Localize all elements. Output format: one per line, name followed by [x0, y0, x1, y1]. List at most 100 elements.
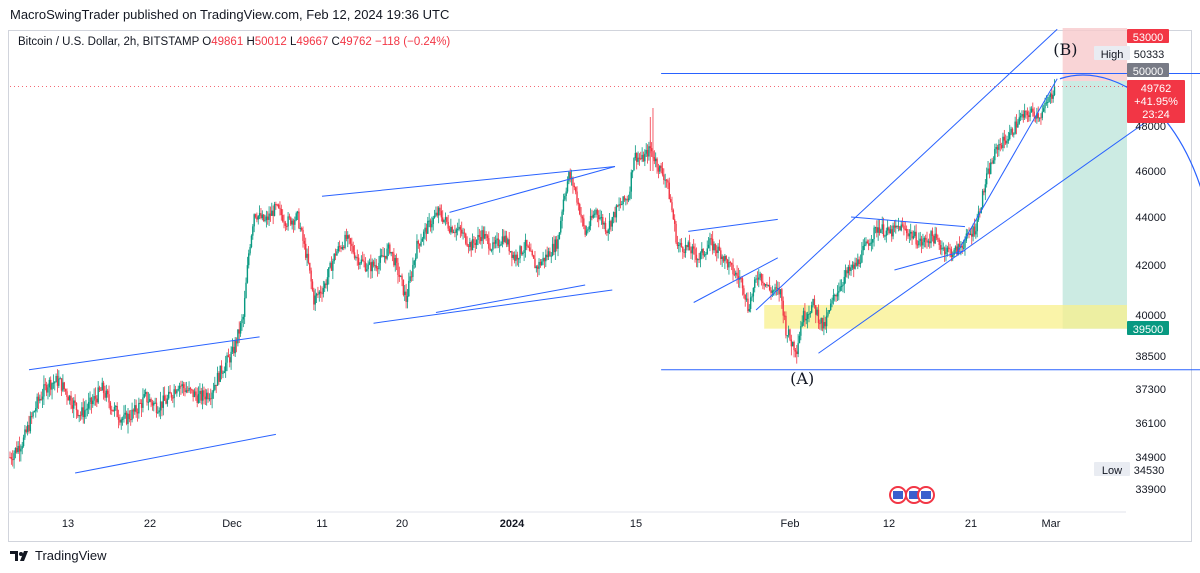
candle-body	[138, 402, 140, 414]
candle-body	[592, 214, 594, 218]
candle-body	[988, 168, 991, 174]
candle-body	[446, 217, 448, 222]
candle-body	[1022, 114, 1025, 118]
target-tag-bg	[1127, 321, 1169, 335]
candle-body	[546, 254, 548, 258]
candle-body	[219, 365, 221, 382]
candle-body	[363, 260, 365, 263]
candle-body	[477, 235, 479, 240]
candle-body	[330, 262, 333, 271]
candle-body	[763, 283, 765, 286]
candle-body	[954, 246, 957, 250]
candle-body	[1042, 108, 1045, 112]
candle-body	[912, 236, 915, 239]
stop-tag-text: 53000	[1133, 32, 1164, 44]
candle-body	[760, 273, 763, 282]
candle-body	[843, 276, 845, 285]
candle-body	[421, 238, 424, 242]
candle-body	[794, 350, 797, 352]
channel-2-bottom	[373, 289, 613, 324]
candle-body	[823, 321, 825, 329]
candle-body	[686, 245, 688, 248]
candle-body	[149, 399, 151, 402]
candle-body	[436, 212, 438, 216]
candle-body	[123, 414, 125, 419]
candle-body	[222, 372, 224, 374]
candle-body	[865, 241, 867, 245]
event-flag-fill	[921, 491, 931, 499]
candle-body	[355, 257, 357, 259]
candle-body	[116, 405, 118, 418]
candle-body	[672, 210, 675, 220]
candle-body	[336, 251, 338, 256]
candle-body	[694, 248, 696, 255]
low-value-tag-text: 34530	[1134, 465, 1165, 477]
candle-body	[744, 294, 746, 300]
candle-body	[404, 291, 406, 295]
candle-body	[998, 144, 1000, 150]
candle-body	[840, 286, 843, 288]
candle-body	[147, 401, 150, 403]
candle-body	[25, 429, 27, 432]
candle-body	[513, 254, 516, 261]
candle-body	[946, 247, 949, 252]
candle-body	[49, 379, 52, 390]
candle-body	[1053, 86, 1056, 96]
candle-body	[792, 341, 794, 347]
candle-body	[280, 209, 282, 216]
candle-body	[684, 245, 687, 253]
candle-body	[568, 172, 570, 182]
candle-body	[319, 291, 322, 294]
candle-body	[81, 407, 83, 416]
candle-body	[884, 235, 886, 237]
candle-body	[560, 220, 562, 233]
candle-body	[423, 231, 425, 239]
candle-body	[615, 205, 618, 218]
candle-body	[614, 211, 616, 218]
candle-body	[555, 239, 558, 249]
price-tick-label: 38500	[1135, 351, 1166, 363]
candle-body	[829, 303, 832, 310]
candle-body	[442, 217, 444, 222]
candle-body	[471, 239, 474, 251]
candle-body	[310, 270, 312, 282]
close-key: C	[331, 36, 340, 48]
candle-body	[720, 250, 722, 259]
candle-body	[994, 148, 996, 161]
candle-body	[943, 247, 946, 255]
candle-body	[325, 283, 327, 286]
candle-body	[161, 401, 163, 408]
candle-body	[493, 242, 495, 244]
candle-body	[13, 453, 15, 460]
high-label-tag-bg	[1094, 46, 1130, 60]
candle-body	[253, 214, 255, 227]
candle-body	[151, 402, 154, 406]
candle-body	[862, 246, 864, 251]
candle-body	[923, 237, 925, 243]
low-value: 49667	[296, 36, 329, 48]
candle-body	[749, 297, 752, 309]
high-label-tag-text: High	[1101, 49, 1124, 61]
candle-body	[348, 235, 350, 239]
candle-body	[294, 219, 296, 225]
candle-body	[401, 275, 403, 280]
candle-body	[699, 252, 702, 260]
candle-body	[17, 445, 19, 453]
candle-body	[463, 232, 466, 234]
candle-body	[619, 204, 622, 206]
candle-body	[706, 248, 708, 254]
low-key: L	[289, 36, 297, 48]
low-label-tag-text: Low	[1102, 465, 1122, 477]
candle-body	[324, 283, 326, 289]
event-flag-fill	[893, 491, 903, 499]
candle-body	[329, 262, 331, 268]
entry-tag-bg	[1127, 63, 1169, 77]
candle-body	[673, 219, 676, 224]
candle-body	[576, 191, 578, 203]
candle-body	[211, 392, 213, 399]
candle-body	[196, 395, 198, 403]
candle-body	[973, 226, 976, 235]
candle-body	[611, 217, 613, 227]
candle-body	[203, 390, 205, 397]
